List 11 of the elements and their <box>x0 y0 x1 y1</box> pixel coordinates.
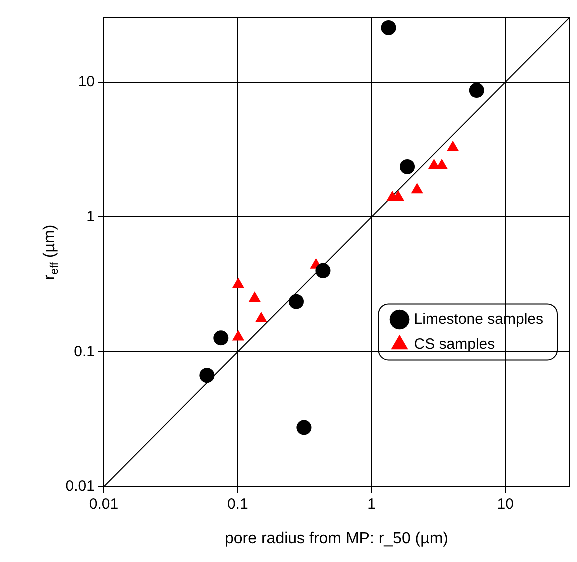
legend-label: CS samples <box>414 336 496 353</box>
x-tick-label: 10 <box>497 496 514 514</box>
x-tick-label: 0.01 <box>89 496 119 514</box>
x-tick-label: 0.1 <box>227 496 248 514</box>
y-axis-title: reff (µm) <box>41 224 61 280</box>
y-tick-label: 10 <box>78 73 95 90</box>
x-axis-title: pore radius from MP: r_50 (µm) <box>225 530 448 548</box>
y-tick-label: 0.01 <box>66 478 95 496</box>
y-tick-label: 1 <box>86 208 95 226</box>
y-tick-label: 0.1 <box>74 343 95 360</box>
x-tick-label: 1 <box>368 496 376 514</box>
